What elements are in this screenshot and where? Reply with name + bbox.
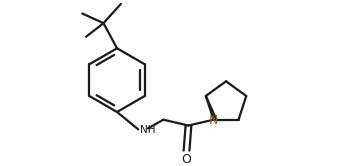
Text: NH: NH bbox=[140, 125, 156, 135]
Text: O: O bbox=[181, 153, 192, 166]
Text: N: N bbox=[209, 114, 218, 127]
